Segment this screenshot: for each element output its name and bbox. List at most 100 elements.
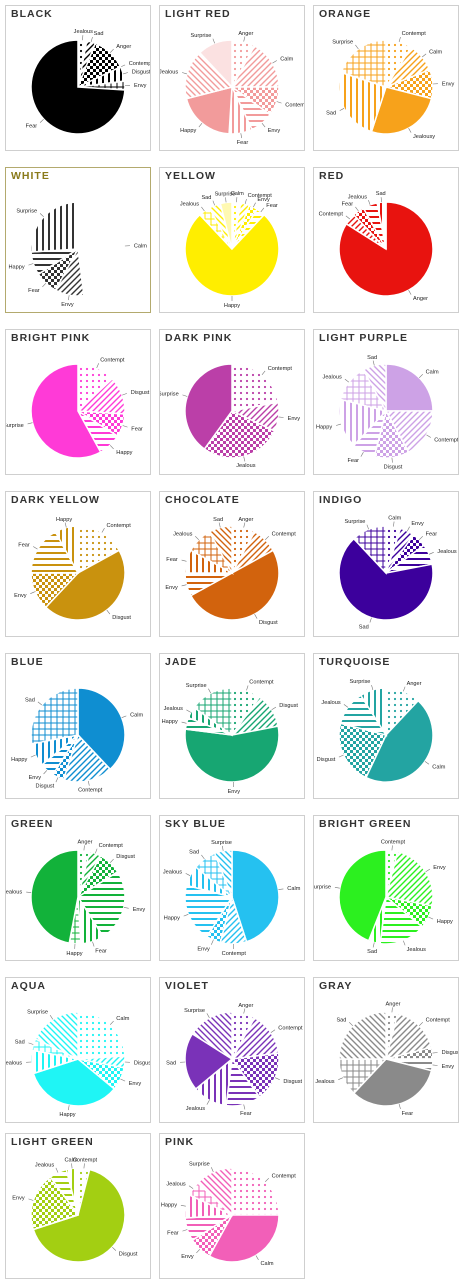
chart-title: BRIGHT GREEN	[319, 818, 412, 830]
chart-panel-light-green: Contempt Disgust Envy Jealous Calm LIGHT GREE…	[5, 1133, 151, 1279]
pie-slice-sad	[338, 71, 387, 133]
slice-label-envy: Envy	[29, 775, 42, 781]
label-leader-line	[243, 522, 246, 528]
slice-label-happy: Happy	[59, 1112, 75, 1118]
pie-slice-jealous	[203, 410, 276, 459]
chart-title: TURQUOISE	[319, 656, 391, 668]
chart-panel-blue: Calm Contempt Disgust Envy Happy Sad BLUE	[5, 653, 151, 799]
pie-slice-contempt	[384, 410, 434, 454]
chart-panel-orange: Contempt Calm Envy Jealousy Sad Surprise ORANG…	[313, 5, 459, 151]
label-leader-line	[186, 709, 191, 713]
slice-label-calm: Calm	[64, 1157, 77, 1163]
slice-label-anger: Anger	[386, 1001, 401, 1007]
pie-slice-happy	[338, 398, 388, 447]
slice-label-anger: Anger	[116, 44, 131, 50]
slice-label-surprise: Surprise	[184, 1008, 205, 1014]
slice-label-jealous: Jealous	[437, 549, 456, 555]
slice-label-sad: Sad	[376, 191, 386, 197]
pie-slice-jealous	[379, 895, 424, 945]
label-leader-line	[398, 37, 401, 42]
label-leader-line	[428, 916, 434, 920]
slice-label-anger: Anger	[413, 296, 428, 302]
pie-slice-surprise	[30, 201, 79, 253]
pie-slice-calm	[77, 201, 126, 297]
label-leader-line	[92, 941, 95, 947]
chart-title: VIOLET	[165, 980, 209, 992]
pie-slice-sad	[338, 537, 434, 621]
slice-label-fear: Fear	[167, 1230, 179, 1236]
slice-label-happy: Happy	[164, 916, 180, 922]
label-leader-line	[403, 940, 406, 946]
slice-label-calm: Calm	[429, 49, 442, 55]
pie-chart-green: Anger Contempt Disgust Envy Fear Happy Jealous	[6, 839, 146, 957]
label-leader-line	[181, 559, 187, 562]
chart-title: BLUE	[11, 656, 44, 668]
label-leader-line	[243, 1104, 246, 1110]
label-leader-line	[123, 72, 128, 75]
label-leader-line	[109, 858, 114, 863]
chart-panel-dark-pink: Contempt Envy Jealous Surprise DARK PINK	[159, 329, 305, 475]
pie-slice-envy	[184, 725, 280, 783]
pie-slice-jealous	[184, 51, 234, 100]
chart-title: GREEN	[11, 818, 54, 830]
label-leader-line	[407, 526, 410, 532]
slice-label-disgust: Disgust	[317, 757, 336, 763]
slice-label-envy: Envy	[268, 128, 281, 134]
slice-label-envy: Envy	[133, 907, 146, 913]
slice-label-sad: Sad	[213, 517, 223, 523]
pie-chart-sky-blue: Calm Contempt Envy Happy Jealous Sad Surprise	[163, 840, 301, 957]
label-leader-line	[391, 457, 393, 463]
label-leader-line	[28, 1198, 34, 1201]
label-leader-line	[182, 72, 187, 75]
label-leader-line	[345, 215, 350, 220]
slice-label-surprise: Surprise	[189, 1162, 210, 1168]
slice-label-sad: Sad	[15, 1040, 25, 1046]
pie-chart-light-red: Anger Calm Contempt Envy Fear Happy Jealous Sur…	[160, 31, 305, 146]
chart-panel-indigo: Calm Envy Fear Jealous Sad Surprise INDIGO	[313, 491, 459, 637]
label-leader-line	[30, 754, 36, 758]
label-leader-line	[271, 706, 277, 711]
slice-label-happy: Happy	[66, 951, 82, 957]
pie-slice-contempt	[231, 1167, 280, 1216]
pie-chart-dark-yellow: Contempt Disgust Envy Fear Happy	[14, 517, 132, 621]
slice-label-sad: Sad	[367, 949, 377, 955]
label-leader-line	[366, 524, 369, 530]
label-leader-line	[83, 1163, 85, 1169]
slice-label-envy: Envy	[442, 1064, 455, 1070]
slice-label-contempt: Contempt	[99, 843, 124, 849]
slice-label-contempt: Contempt	[285, 102, 305, 108]
label-leader-line	[372, 360, 375, 366]
chart-panel-bright-pink: Contempt Disgust Fear Happy Surprise BRIGHT P…	[5, 329, 151, 475]
chart-title: CHOCOLATE	[165, 494, 240, 506]
label-leader-line	[109, 48, 114, 53]
pie-chart-chocolate: Anger Contempt Disgust Envy Fear Jealous Sad	[165, 517, 296, 626]
pie-chart-aqua: Calm Disgust Envy Happy Jealous Sad Surprise	[6, 1010, 150, 1118]
pie-slice-fear	[30, 530, 80, 574]
chart-title: SKY BLUE	[165, 818, 226, 830]
label-leader-line	[109, 1020, 114, 1025]
label-leader-line	[206, 1013, 210, 1018]
slice-label-fear: Fear	[240, 1111, 252, 1117]
label-leader-line	[261, 370, 266, 375]
label-leader-line	[185, 873, 191, 876]
slice-label-disgust: Disgust	[132, 69, 151, 75]
label-leader-line	[109, 445, 114, 450]
label-leader-line	[212, 38, 215, 44]
pie-slice-surprise	[340, 39, 387, 89]
label-leader-line	[391, 845, 393, 851]
slice-label-sad: Sad	[166, 1061, 176, 1067]
slice-label-happy: Happy	[56, 517, 72, 523]
slice-label-calm: Calm	[116, 1016, 129, 1022]
label-leader-line	[71, 1163, 73, 1169]
slice-label-contempt: Contempt	[249, 680, 274, 686]
slice-label-envy: Envy	[165, 585, 178, 591]
slice-label-contempt: Contempt	[107, 523, 132, 529]
slice-label-calm: Calm	[261, 1261, 274, 1267]
slice-label-envy: Envy	[14, 593, 27, 599]
slice-label-envy: Envy	[288, 416, 301, 422]
slice-label-envy: Envy	[228, 789, 241, 795]
label-leader-line	[42, 283, 47, 288]
slice-label-jealous: Jealous	[180, 202, 199, 208]
chart-title: ORANGE	[319, 8, 372, 20]
